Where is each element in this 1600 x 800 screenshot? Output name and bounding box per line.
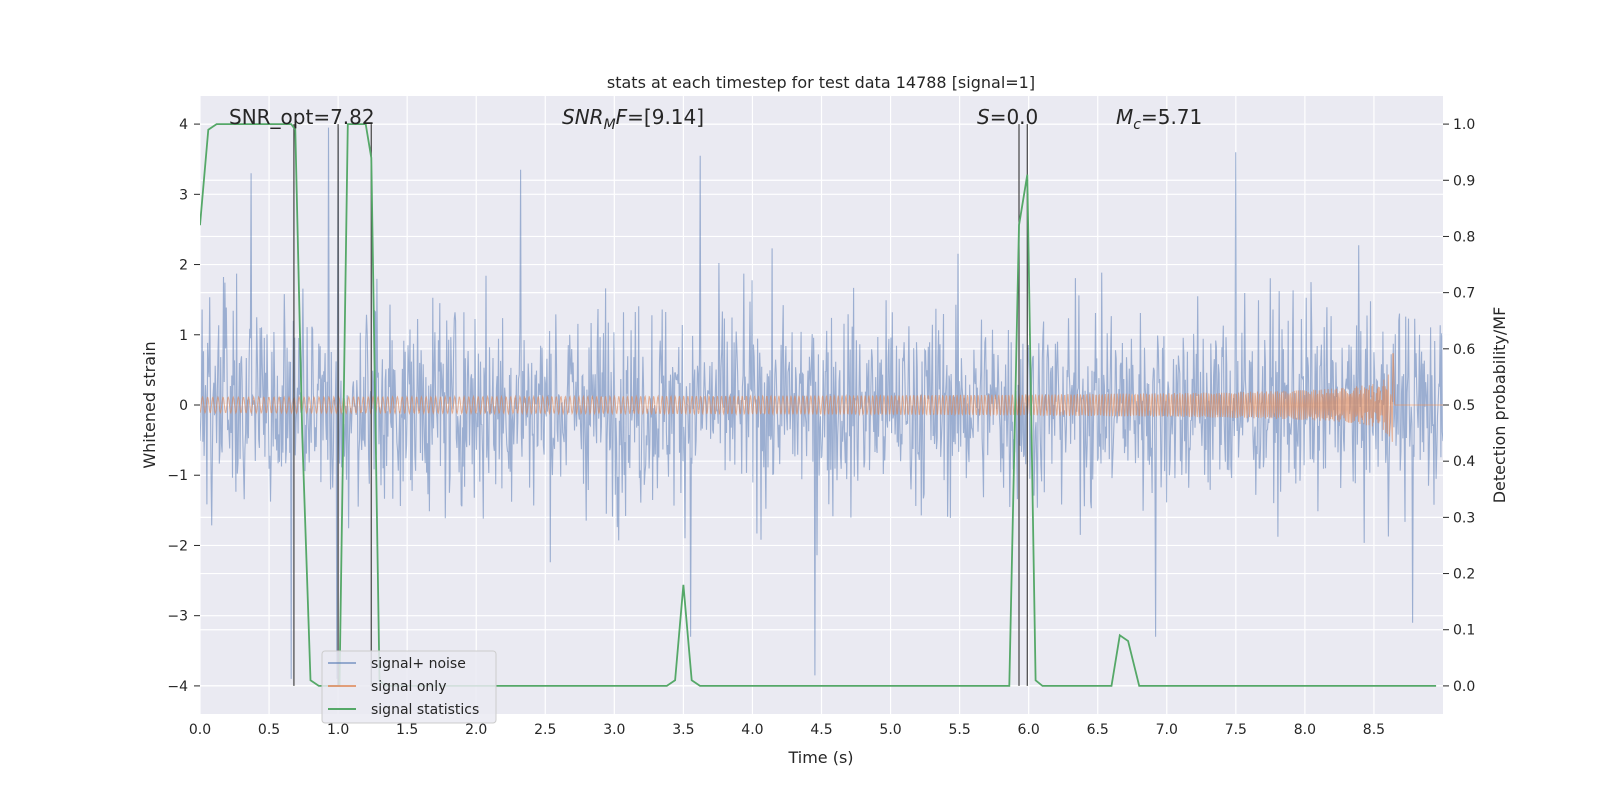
series-signal-statistics <box>200 123 1437 687</box>
y-tick-label: 3 <box>179 187 188 203</box>
x-tick-label: 5.5 <box>948 722 970 738</box>
x-tick-label: 8.0 <box>1294 722 1316 738</box>
x-tick-label: 1.5 <box>396 722 418 738</box>
y-tick-label: −1 <box>167 468 188 484</box>
y-right-tick-label: 0.4 <box>1453 454 1475 470</box>
legend: signal+ noise signal only signal statist… <box>321 650 497 724</box>
y-right-tick-label: 0.0 <box>1453 679 1475 695</box>
annotation-snr-mf-tail: F= <box>616 105 644 129</box>
x-tick-label: 3.0 <box>603 722 625 738</box>
annotation-snr-mf: SNRMF=[9.14] <box>562 105 704 133</box>
x-axis-label: Time (s) <box>787 748 853 767</box>
y-tick-label: −3 <box>167 609 188 625</box>
y-axis-ticks: −4 −3 −2 −1 0 1 2 3 4 <box>167 117 200 695</box>
y-right-tick-label: 0.1 <box>1453 623 1475 639</box>
legend-box <box>321 650 497 724</box>
x-tick-label: 6.0 <box>1018 722 1040 738</box>
x-tick-label: 4.5 <box>810 722 832 738</box>
y-right-tick-label: 1.0 <box>1453 117 1475 133</box>
x-tick-label: 6.5 <box>1087 722 1109 738</box>
x-tick-label: 7.5 <box>1225 722 1247 738</box>
annotation-snr-mf-value: [9.14] <box>644 105 704 129</box>
y-axis-right-ticks: 0.0 0.1 0.2 0.3 0.4 0.5 0.6 0.7 0.8 0.9 1.0 <box>1443 117 1475 695</box>
annotation-mc-sub: c <box>1133 117 1141 133</box>
x-tick-label: 3.5 <box>672 722 694 738</box>
y-tick-label: 1 <box>179 328 188 344</box>
annotation-mc-rest: =5.71 <box>1141 105 1202 129</box>
legend-label-stats: signal statistics <box>371 702 479 718</box>
x-tick-label: 0.0 <box>189 722 211 738</box>
annotation-mc: Mc=5.71 <box>1116 105 1202 133</box>
x-axis-ticks: 0.0 0.5 1.0 1.5 2.0 2.5 3.0 3.5 4.0 4.5 5.0 5.5 6.0 6… <box>189 722 1385 738</box>
y-right-tick-label: 0.3 <box>1453 510 1475 526</box>
annotation-s-italic: S <box>977 105 990 129</box>
annotation-s-rest: =0.0 <box>990 105 1039 129</box>
signal-noise-line <box>200 127 1443 679</box>
series-signal-only <box>200 353 1443 442</box>
x-tick-label: 2.5 <box>534 722 556 738</box>
legend-label-noise: signal+ noise <box>371 656 466 672</box>
y-right-tick-label: 0.7 <box>1453 286 1475 302</box>
x-tick-label: 5.0 <box>879 722 901 738</box>
annotation-snr-mf-base: SNR <box>562 105 604 129</box>
annotation-mc-base: M <box>1116 105 1133 129</box>
y-tick-label: 4 <box>179 117 188 133</box>
y-tick-label: −2 <box>167 538 188 554</box>
x-tick-label: 4.0 <box>741 722 763 738</box>
y-axis-right-label: Detection probability/MF <box>1490 307 1509 504</box>
annotation-snr-opt: SNR_opt=7.82 <box>229 105 375 129</box>
legend-label-signal: signal only <box>371 679 446 695</box>
x-tick-label: 2.0 <box>465 722 487 738</box>
y-axis-label: Whitened strain <box>140 341 159 468</box>
signal-statistics-line <box>200 123 1437 687</box>
y-right-tick-label: 0.6 <box>1453 342 1475 358</box>
y-right-tick-label: 0.8 <box>1453 229 1475 245</box>
annotation-s: S=0.0 <box>977 105 1038 129</box>
x-tick-label: 7.0 <box>1156 722 1178 738</box>
signal-only-line <box>200 353 1443 442</box>
chart-title: stats at each timestep for test data 147… <box>607 73 1035 92</box>
y-tick-label: −4 <box>167 679 188 695</box>
series-signal-noise <box>200 127 1443 679</box>
x-tick-label: 0.5 <box>258 722 280 738</box>
x-tick-label: 8.5 <box>1363 722 1385 738</box>
vertical-markers <box>293 124 1028 686</box>
y-right-tick-label: 0.9 <box>1453 173 1475 189</box>
y-right-tick-label: 0.2 <box>1453 567 1475 583</box>
y-right-tick-label: 0.5 <box>1453 398 1475 414</box>
annotation-snr-mf-sub: M <box>604 117 616 133</box>
y-tick-label: 0 <box>179 398 188 414</box>
x-tick-label: 1.0 <box>327 722 349 738</box>
y-tick-label: 2 <box>179 258 188 274</box>
